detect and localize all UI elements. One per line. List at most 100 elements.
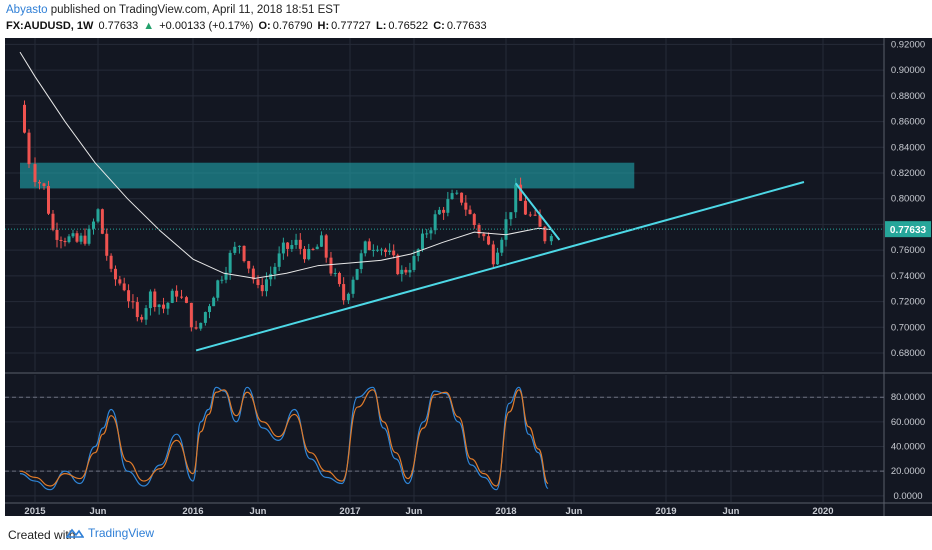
candle-body [450,193,454,200]
price-tick-label: 0.74000 [891,271,925,282]
candle-body [303,248,307,260]
candle-body [333,272,337,274]
candle-body [237,245,241,247]
candle-body [228,252,232,273]
candle-body [464,202,468,210]
candle-body [220,279,224,281]
candle-body [189,302,193,328]
candle-body [23,104,26,133]
candle-body [400,269,404,275]
stoch-tick-label: 80.0000 [891,392,925,403]
candle-body [67,236,71,243]
candle-body [496,252,500,265]
candle-body [367,241,371,251]
x-tick-label: Jun [723,506,740,517]
candle-body [528,214,532,216]
x-tick-label: Jun [90,506,107,517]
candle-body [315,246,319,250]
candle-body [472,214,476,226]
resistance-zone [20,162,635,189]
publish-line: Abyasto published on TradingView.com, Ap… [6,4,340,16]
candle-body [337,272,341,285]
candle-body [127,290,131,302]
price-tick-label: 0.72000 [891,297,925,308]
candle-body [500,239,504,253]
candle-body [242,245,246,262]
stoch-d-line [19,389,549,487]
candle-body [42,183,46,186]
stoch-tick-label: 0.0000 [893,491,922,502]
last-price-badge [885,221,931,238]
price-tick-label: 0.70000 [891,322,925,333]
candle-body [420,233,424,250]
chart-area[interactable]: 0.77633 0.92000 0.90000 0.88000 0.86000 0.840… [0,36,932,518]
stoch-tick-label: 40.0000 [891,442,925,453]
x-tick-label: 2018 [495,506,516,517]
tradingview-brand: TradingView [88,526,155,540]
candle-body [96,209,100,222]
candle-body [384,249,388,252]
candle-body [324,235,328,258]
candle-body [543,226,547,242]
candle-body [184,297,188,303]
price-tick-label: 0.80000 [891,194,925,205]
candle-body [355,269,359,280]
candle-body [425,233,429,235]
price-change: +0.00133 (+0.17%) [159,20,254,32]
candle-body [523,200,527,215]
price-tick-label: 0.92000 [891,39,925,50]
author-link[interactable]: Abyasto [6,4,48,16]
candle-body [122,283,126,291]
candle-body [307,249,311,260]
candle-body [273,266,277,274]
candle-body [109,255,113,269]
candle-body [148,291,152,309]
stoch-k-line [19,386,549,491]
candle-body [437,209,441,215]
candle-body [27,132,31,165]
price-tick-label: 0.90000 [891,65,925,76]
candle-body [216,280,220,298]
tradingview-logo-icon [66,528,84,538]
tradingview-link[interactable]: TradingView [66,526,154,540]
x-tick-label: Jun [250,506,267,517]
candle-body [79,235,83,242]
candle-body [75,233,79,242]
candle-body [346,293,350,301]
candle-body [131,301,135,303]
candle-body [59,239,63,241]
candle-body [375,249,379,251]
price-tick-label: 0.88000 [891,91,925,102]
candle-body [290,245,294,249]
candle-body [71,233,75,237]
candle-body [416,249,420,256]
candle-body [100,209,104,234]
x-tick-label: 2020 [812,506,833,517]
candle-body [491,244,495,265]
candle-body [433,214,437,231]
x-tick-label: 2017 [339,506,360,517]
candle-body [260,285,264,292]
last-price: 0.77633 [98,20,139,32]
candle-body [404,269,408,273]
price-tick-label: 0.68000 [891,348,925,359]
candle-body [363,241,367,254]
candle-body [408,269,412,273]
candle-body [105,233,109,256]
candle-body [180,296,184,298]
candle-body [140,317,144,320]
candle-body [224,272,228,280]
candle-body [277,253,281,267]
candle-body [281,242,285,254]
candle-body [233,246,237,253]
candle-body [509,212,513,220]
candle-body [87,228,91,244]
candle-body [63,240,67,243]
candle-body [460,192,464,203]
candle-body [113,268,117,280]
candle-body [294,239,298,246]
candle-body [83,235,87,244]
chart-header: Abyasto published on TradingView.com, Ap… [0,0,932,36]
chart-svg[interactable]: 0.77633 0.92000 0.90000 0.88000 0.86000 0.840… [0,36,932,518]
candle-body [212,297,216,307]
